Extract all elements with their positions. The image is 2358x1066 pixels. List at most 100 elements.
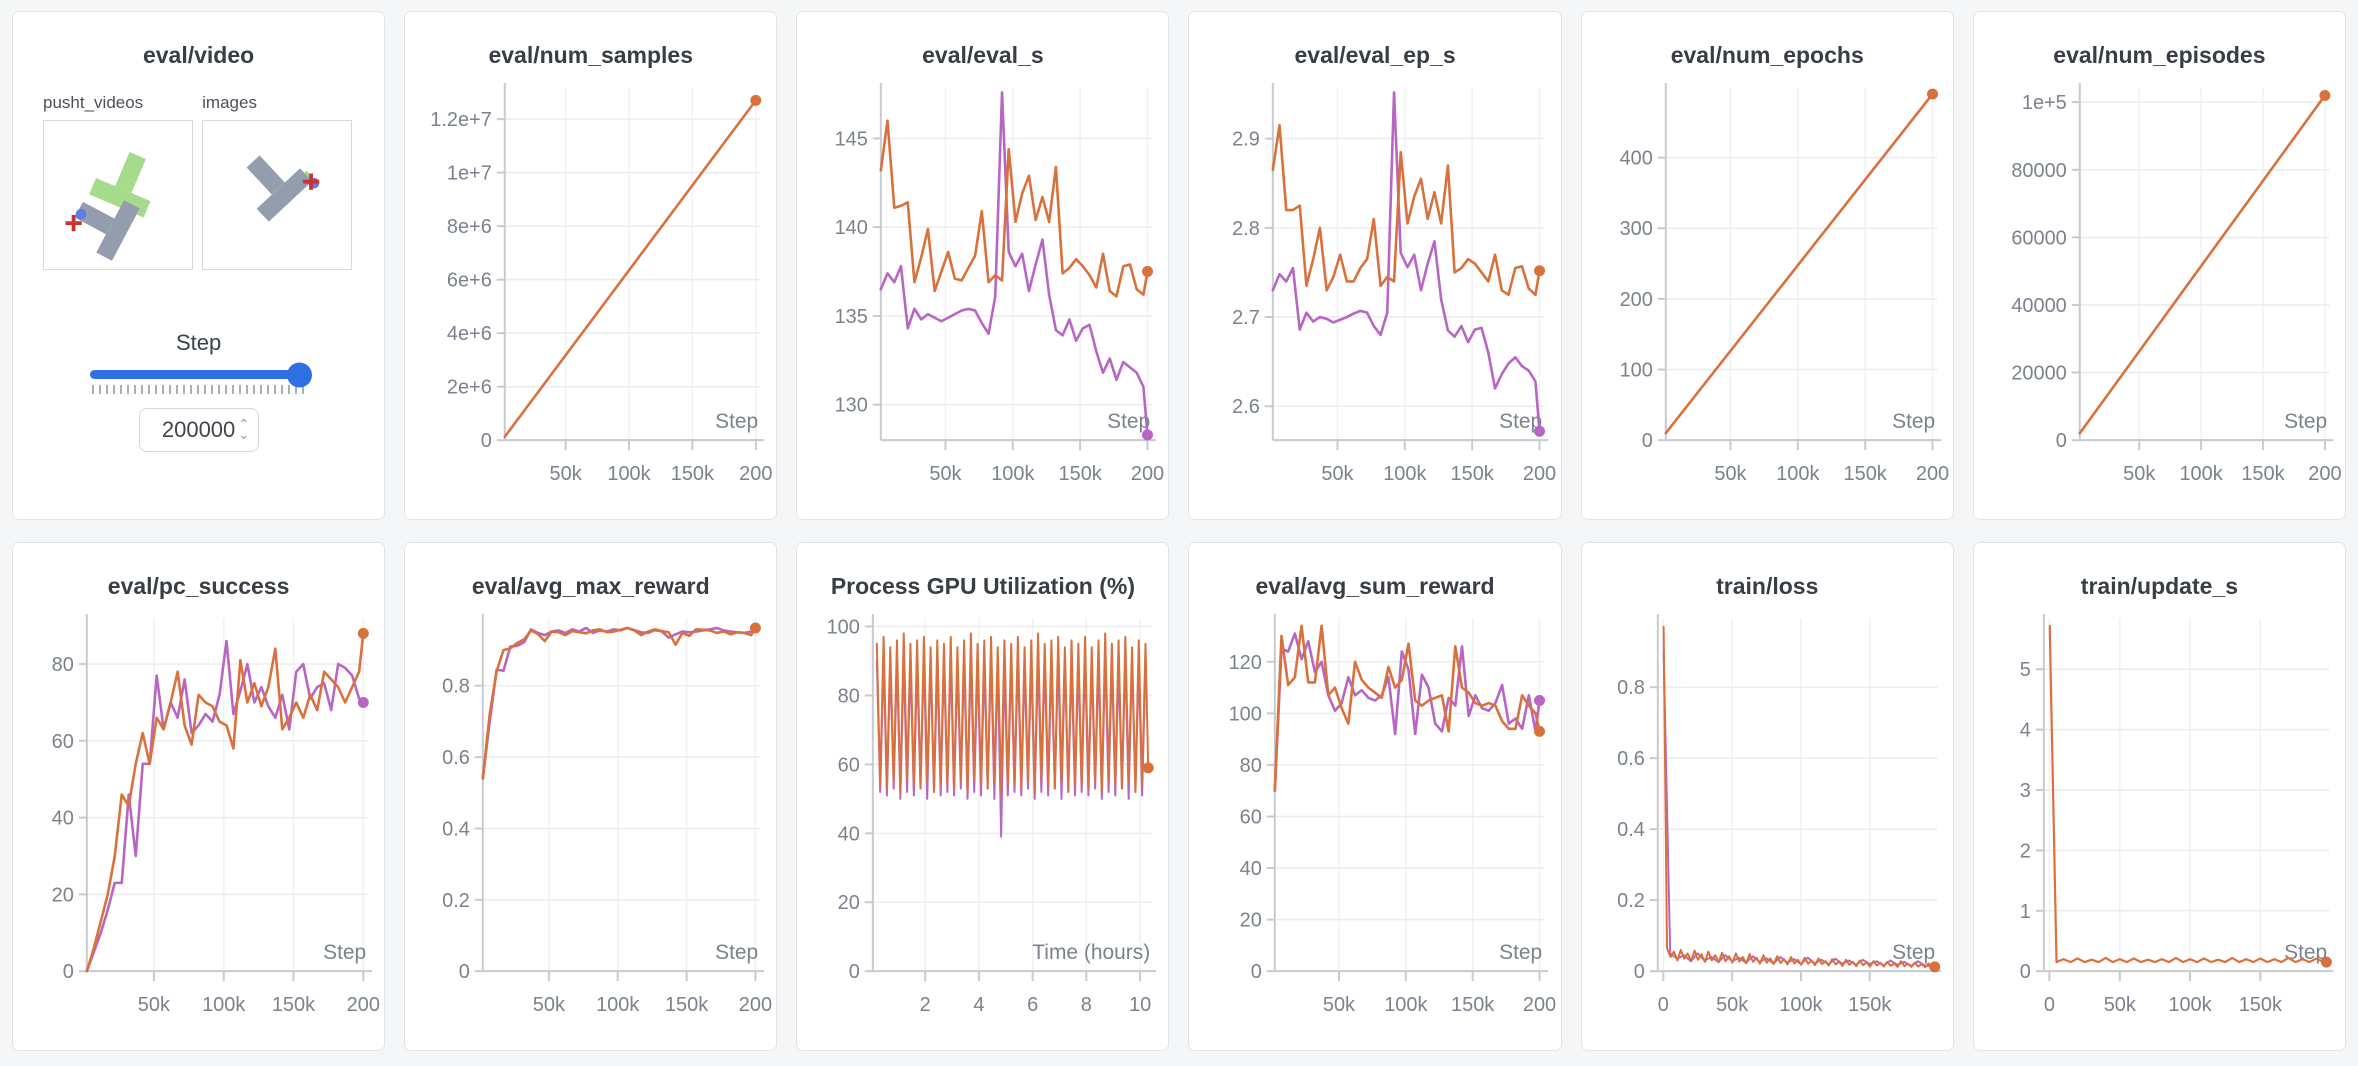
svg-text:Step: Step	[2284, 410, 2327, 433]
step-decrement-button[interactable]: ⌄	[237, 426, 250, 442]
svg-text:40: 40	[1240, 858, 1262, 880]
panel-eval-num-epochs: eval/num_epochs 50k 100k 150k 200 0 100 200 300…	[1580, 11, 1954, 520]
panel-train-loss: train/loss 0 50k 100k 150k 0 0.2 0.4 0.6 0.8 Step	[1580, 542, 1954, 1051]
svg-text:140: 140	[835, 217, 868, 239]
svg-text:0.6: 0.6	[442, 747, 470, 769]
chart-title: Process GPU Utilization (%)	[830, 573, 1135, 599]
svg-text:Step: Step	[715, 941, 758, 964]
panel-eval-num-episodes: eval/num_episodes 50k 100k 150k 200 0 20000 40…	[1972, 11, 2346, 520]
chart-title: eval/num_samples	[488, 42, 694, 68]
svg-text:100k: 100k	[596, 994, 639, 1016]
svg-text:135: 135	[835, 306, 868, 328]
svg-text:4e+6: 4e+6	[447, 323, 492, 345]
line-chart-num-epochs[interactable]: 50k 100k 150k 200 0 100 200 300 400 Step	[1582, 73, 1953, 504]
svg-text:4: 4	[2020, 720, 2031, 742]
media-panel-title: eval/video	[142, 42, 255, 68]
svg-text:0.4: 0.4	[1617, 819, 1645, 841]
svg-text:0: 0	[1251, 961, 1262, 983]
slider-thumb[interactable]	[286, 362, 312, 387]
step-slider[interactable]	[89, 362, 312, 394]
pusht-videos-column: pusht_videos	[43, 93, 195, 270]
svg-text:0.8: 0.8	[442, 676, 470, 698]
step-increment-button[interactable]: ⌃	[237, 416, 250, 432]
images-label: images	[202, 93, 257, 112]
line-chart-num-episodes[interactable]: 50k 100k 150k 200 0 20000 40000 60000 80000 1e+5 S…	[1974, 73, 2345, 504]
panel-eval-num-samples: eval/num_samples 50k 100k 150k 200 0 2e+6 4e+6…	[404, 11, 778, 520]
chart-title: eval/pc_success	[107, 573, 290, 599]
svg-text:5: 5	[2020, 659, 2031, 681]
step-value-field[interactable]	[156, 417, 241, 443]
svg-text:200: 200	[1523, 994, 1556, 1016]
svg-text:50k: 50k	[138, 994, 170, 1016]
svg-text:120: 120	[1229, 652, 1262, 674]
step-number-input[interactable]: ⌃ ⌄	[138, 408, 259, 452]
svg-text:0: 0	[2056, 430, 2067, 452]
svg-text:50k: 50k	[1716, 994, 1748, 1016]
svg-text:6e+6: 6e+6	[447, 270, 492, 292]
panel-gpu-utilization: Process GPU Utilization (%) 2 4 6 8 10 0 20 40 6…	[796, 542, 1170, 1051]
panel-eval-avg-sum-reward: eval/avg_sum_reward 50k 100k 150k 200 0 20 40 6…	[1188, 542, 1562, 1051]
goal-cross-icon	[65, 214, 82, 232]
svg-text:0: 0	[1633, 961, 1644, 983]
svg-text:2.8: 2.8	[1233, 218, 1261, 240]
panel-train-update-s: train/update_s 0 50k 100k 150k 0 1 2 3 4 5 Step	[1972, 542, 2346, 1051]
svg-text:40: 40	[52, 808, 74, 830]
media-thumbnails: pusht_videos	[13, 93, 384, 270]
slider-track[interactable]	[89, 362, 312, 387]
svg-text:50k: 50k	[930, 463, 962, 485]
line-chart-eval-s[interactable]: 50k 100k 150k 200 130 135 140 145 Step	[797, 73, 1168, 504]
svg-text:0: 0	[2020, 961, 2031, 983]
svg-text:150k: 150k	[1848, 994, 1891, 1016]
svg-text:200: 200	[1916, 463, 1949, 485]
svg-text:Step: Step	[1892, 941, 1935, 964]
pusht-videos-label: pusht_videos	[43, 93, 144, 112]
step-spinner: ⌃ ⌄	[237, 416, 250, 442]
gray-tee-shape	[74, 200, 140, 261]
svg-text:100k: 100k	[608, 463, 651, 485]
svg-text:150k: 150k	[665, 994, 708, 1016]
svg-text:150k: 150k	[2241, 463, 2284, 485]
svg-text:2e+6: 2e+6	[447, 377, 492, 399]
svg-text:100: 100	[827, 617, 860, 639]
svg-text:200: 200	[347, 994, 380, 1016]
svg-text:100k: 100k	[202, 994, 245, 1016]
line-chart-num-samples[interactable]: 50k 100k 150k 200 0 2e+6 4e+6 6e+6 8e+6 1e+7 1.2e+…	[405, 73, 776, 504]
svg-text:0: 0	[1641, 430, 1652, 452]
line-chart-pc-success[interactable]: 50k 100k 150k 200 0 20 40 60 80 Step	[13, 604, 384, 1035]
chart-title: eval/num_epochs	[1670, 42, 1864, 68]
svg-text:145: 145	[835, 128, 868, 150]
line-chart-avg-max-reward[interactable]: 50k 100k 150k 200 0 0.2 0.4 0.6 0.8 Step	[405, 604, 776, 1035]
svg-text:150k: 150k	[1452, 994, 1495, 1016]
images-thumbnail[interactable]	[202, 120, 353, 270]
svg-text:150k: 150k	[671, 463, 714, 485]
chart-title: eval/num_episodes	[2053, 42, 2266, 68]
svg-text:2: 2	[2020, 840, 2031, 862]
line-chart-train-loss[interactable]: 0 50k 100k 150k 0 0.2 0.4 0.6 0.8 Step	[1582, 604, 1953, 1035]
images-scene-graphic	[246, 155, 320, 222]
svg-text:10: 10	[1129, 994, 1151, 1016]
svg-text:80: 80	[1240, 755, 1262, 777]
svg-text:0.4: 0.4	[442, 818, 470, 840]
svg-text:200: 200	[739, 463, 772, 485]
svg-text:130: 130	[835, 395, 868, 417]
svg-text:100k: 100k	[1385, 994, 1428, 1016]
panel-eval-video: eval/video pusht_videos	[12, 11, 386, 520]
svg-text:80: 80	[838, 685, 860, 707]
svg-text:Step: Step	[1500, 410, 1543, 433]
svg-text:2: 2	[920, 994, 931, 1016]
images-column: images	[202, 93, 354, 270]
pusht-scene-graphic	[65, 152, 151, 261]
svg-text:100: 100	[1229, 703, 1262, 725]
svg-text:1e+7: 1e+7	[447, 163, 492, 185]
svg-text:200: 200	[1131, 463, 1164, 485]
line-chart-eval-ep-s[interactable]: 50k 100k 150k 200 2.6 2.7 2.8 2.9 Step	[1189, 73, 1560, 504]
line-chart-avg-sum-reward[interactable]: 50k 100k 150k 200 0 20 40 60 80 100 120 Step	[1189, 604, 1560, 1035]
svg-text:200: 200	[1523, 463, 1556, 485]
svg-text:150k: 150k	[272, 994, 315, 1016]
chart-title: train/update_s	[2080, 573, 2239, 599]
step-slider-label: Step	[175, 330, 222, 355]
pusht-video-thumbnail[interactable]	[43, 120, 193, 270]
